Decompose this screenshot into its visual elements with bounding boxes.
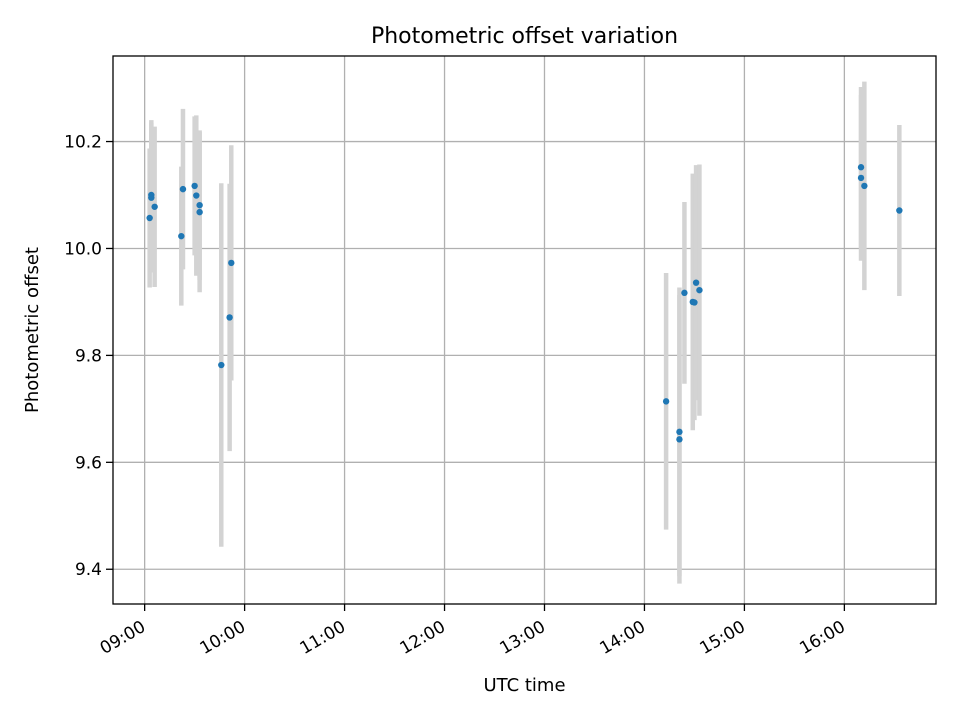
grid-layer (113, 56, 936, 604)
chart-title: Photometric offset variation (371, 24, 678, 49)
data-point (218, 361, 225, 369)
y-tick-label: 10.2 (64, 133, 102, 153)
point-layer (146, 164, 903, 443)
y-tick-label: 9.8 (75, 346, 102, 366)
data-point (179, 185, 187, 193)
data-point (148, 194, 155, 201)
data-point (676, 436, 683, 443)
y-axis-ticks: 9.4 9.6 9.8 10.0 10.2 (64, 133, 113, 580)
data-point (146, 214, 153, 222)
data-point (193, 192, 200, 199)
data-point (196, 201, 203, 209)
data-point (191, 182, 198, 190)
data-point (857, 164, 865, 171)
data-point (696, 286, 703, 294)
y-tick-label: 9.6 (75, 453, 102, 473)
data-point (178, 232, 185, 240)
plot-frame (112, 55, 937, 605)
data-point (196, 208, 203, 216)
data-point (226, 314, 233, 321)
data-point (857, 174, 865, 182)
x-axis-label: UTC time (483, 675, 565, 696)
data-point (691, 299, 698, 306)
y-axis-label: Photometric offset (22, 247, 43, 413)
data-point (151, 203, 158, 210)
y-tick-label: 10.0 (64, 239, 102, 259)
data-point (861, 182, 868, 190)
data-point (228, 259, 235, 267)
data-point (681, 289, 688, 297)
data-point (662, 398, 670, 405)
data-point (896, 207, 903, 214)
data-point (676, 428, 683, 436)
y-tick-label: 9.4 (75, 560, 102, 580)
data-point (692, 279, 700, 286)
